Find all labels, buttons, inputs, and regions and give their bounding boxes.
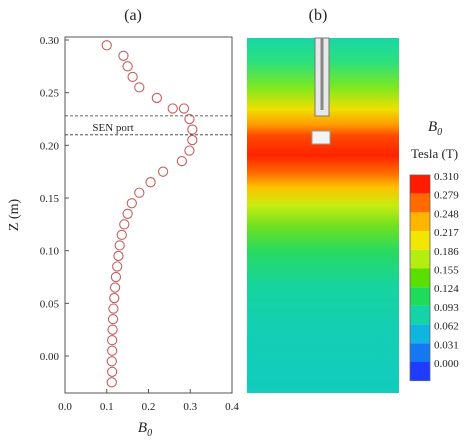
data-point: [157, 166, 169, 177]
panel-a-y-axis: 0.30 0.25 0.20 0.15 0.10 0.05 0.00: [40, 35, 69, 363]
data-point: [184, 145, 195, 156]
data-point: [107, 324, 118, 335]
colorbar-level-label: 0.000: [434, 358, 459, 370]
data-point: [109, 282, 121, 293]
y-tick-label: 0.25: [40, 88, 60, 100]
data-point: [187, 124, 198, 135]
data-point: [134, 82, 145, 93]
colorbar-swatch: [410, 324, 430, 344]
colorbar-swatch: [410, 362, 430, 381]
data-point: [127, 71, 138, 83]
data-point: [108, 303, 119, 314]
x-tick-label: 0.1: [100, 401, 114, 413]
colorbar-swatch: [410, 193, 430, 213]
colorbar-level-label: 0.031: [434, 339, 459, 351]
panel-a-chart: 0.300.250.200.150.100.050.00 0.0 0.1 0.2 0.…: [40, 35, 240, 413]
data-point: [178, 103, 190, 114]
y-tick-label: 0.10: [40, 246, 60, 258]
data-point: [187, 134, 198, 146]
data-point: [107, 335, 118, 346]
data-point: [107, 345, 118, 356]
colorbar-swatch: [410, 305, 430, 325]
data-point: [107, 313, 119, 325]
data-point: [145, 177, 156, 188]
sen-port-lines: [65, 115, 232, 136]
data-point: [134, 187, 145, 198]
data-point: [107, 366, 118, 377]
y-tick-label: 0.00: [40, 351, 60, 363]
colorbar-unit: Tesla (T): [411, 146, 458, 161]
data-point: [176, 155, 188, 167]
data-point: [109, 292, 120, 304]
panel-a-frame: [64, 36, 233, 394]
colorbar-swatch: [410, 287, 430, 306]
data-point: [167, 103, 178, 114]
panel-b-field-plot: [247, 37, 399, 393]
sen-port-block: [311, 130, 331, 145]
data-point: [106, 356, 117, 367]
colorbar-level-label: 0.248: [434, 208, 459, 220]
colorbar-swatch: [410, 249, 430, 269]
y-tick-label: 0.30: [40, 35, 60, 47]
data-point: [112, 261, 123, 272]
x-tick-label: 0.3: [183, 401, 197, 413]
colorbar: 0.310 0.279 0.248 0.217 0.186 0.155 0.124 0.093…: [409, 171, 459, 382]
panel-a-label: (a): [124, 7, 142, 24]
data-point: [184, 113, 195, 125]
data-point: [151, 92, 162, 104]
data-point: [116, 229, 127, 241]
colorbar-level-label: 0.062: [434, 321, 459, 333]
colorbar-swatch: [410, 175, 430, 194]
x-tick-label: 0.2: [142, 401, 156, 413]
y-tick-label: 0.05: [40, 298, 60, 310]
data-point: [101, 40, 112, 51]
data-point: [106, 377, 117, 388]
panel-b-label: (b): [309, 7, 328, 24]
data-point: [113, 250, 124, 262]
data-point: [122, 208, 133, 219]
colorbar-swatch: [410, 212, 430, 232]
x-tick-label: 0.4: [225, 401, 239, 413]
colorbar-swatch: [410, 268, 430, 288]
colorbar-title: B0: [428, 119, 442, 138]
panel-a-series: [101, 40, 198, 388]
colorbar-level-label: 0.279: [434, 190, 459, 202]
colorbar-level-label: 0.186: [434, 246, 459, 258]
colorbar-level-label: 0.217: [434, 227, 459, 239]
colorbar-swatch: [410, 343, 430, 362]
data-point: [110, 271, 122, 283]
x-tick-label: 0.0: [58, 401, 72, 413]
data-point: [118, 50, 129, 61]
colorbar-level-label: 0.124: [434, 283, 459, 295]
y-tick-label: 0.20: [40, 140, 60, 152]
data-point: [126, 198, 137, 209]
colorbar-frame: [409, 174, 431, 382]
data-point: [122, 61, 133, 72]
panel-a-x-axis-label: B0: [138, 420, 152, 439]
panel-a-y-axis-label: Z (m): [7, 199, 22, 232]
panel-a-x-axis: 0.0 0.1 0.2 0.3 0.4: [58, 389, 239, 413]
y-tick-label: 0.15: [40, 193, 60, 205]
data-point: [119, 219, 130, 230]
colorbar-level-label: 0.155: [434, 265, 459, 277]
data-point: [114, 240, 125, 251]
colorbar-level-label: 0.310: [434, 171, 459, 183]
colorbar-swatch: [410, 231, 430, 250]
colorbar-level-label: 0.093: [434, 302, 459, 314]
sen-port-annotation: SEN port: [92, 122, 133, 134]
